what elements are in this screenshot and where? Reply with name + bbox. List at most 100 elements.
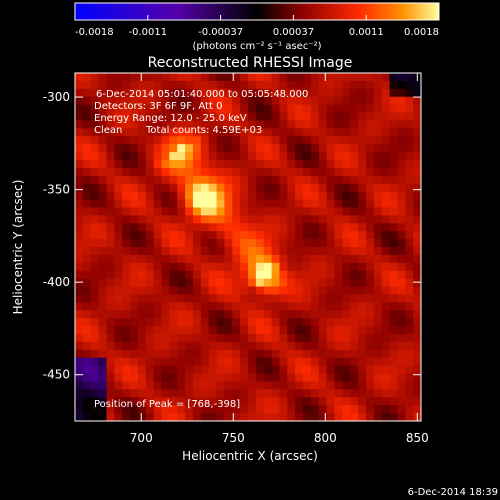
heatmap-cell bbox=[130, 365, 139, 375]
heatmap-cell bbox=[177, 191, 186, 201]
heatmap-cell bbox=[303, 160, 312, 169]
heatmap-cell bbox=[130, 373, 139, 383]
heatmap-cell bbox=[232, 334, 241, 343]
heatmap-cell bbox=[232, 413, 241, 421]
heatmap-cell bbox=[240, 175, 249, 185]
heatmap-cell bbox=[161, 286, 170, 296]
heatmap-cell bbox=[405, 167, 414, 177]
heatmap-cell bbox=[279, 413, 288, 421]
heatmap-cell bbox=[350, 207, 359, 216]
heatmap-cell bbox=[200, 294, 210, 303]
heatmap-cell bbox=[287, 302, 296, 311]
heatmap-cell bbox=[365, 357, 375, 367]
heatmap-cell bbox=[342, 112, 351, 122]
heatmap-cell bbox=[397, 254, 406, 264]
heatmap-cell bbox=[248, 278, 257, 288]
heatmap-cell bbox=[389, 215, 399, 224]
heatmap-cell bbox=[263, 286, 273, 296]
heatmap-cell bbox=[224, 326, 233, 335]
heatmap-cell bbox=[358, 167, 367, 177]
heatmap-cell bbox=[98, 231, 108, 240]
heatmap-cell bbox=[350, 341, 359, 351]
heatmap-cell bbox=[200, 270, 210, 280]
heatmap-cell bbox=[365, 397, 375, 406]
heatmap-cell bbox=[342, 357, 351, 367]
heatmap-cell bbox=[381, 80, 391, 90]
heatmap-cell bbox=[137, 397, 147, 406]
heatmap-cell bbox=[342, 302, 351, 311]
heatmap-cell bbox=[161, 413, 170, 421]
heatmap-cell bbox=[185, 167, 194, 177]
heatmap-cell bbox=[255, 310, 265, 319]
heatmap-cell bbox=[287, 80, 296, 90]
heatmap-cell bbox=[326, 247, 336, 256]
heatmap-cell bbox=[75, 373, 84, 383]
heatmap-cell bbox=[389, 136, 399, 145]
heatmap-cell bbox=[295, 365, 304, 375]
heatmap-cell bbox=[271, 215, 281, 224]
heatmap-cell bbox=[358, 199, 367, 209]
heatmap-cell bbox=[365, 191, 375, 201]
heatmap-cell bbox=[98, 334, 108, 343]
heatmap-cell bbox=[153, 341, 163, 351]
heatmap-cell bbox=[334, 167, 343, 177]
heatmap-cell bbox=[310, 183, 320, 193]
heatmap-cell bbox=[216, 104, 226, 114]
heatmap-cell bbox=[114, 160, 123, 169]
heatmap-cell bbox=[185, 318, 194, 327]
heatmap-cell bbox=[122, 373, 131, 383]
heatmap-cell bbox=[279, 160, 288, 169]
heatmap-cell bbox=[365, 183, 375, 193]
heatmap-cell bbox=[177, 223, 186, 232]
heatmap-cell bbox=[145, 341, 155, 351]
heatmap-cell bbox=[137, 128, 147, 137]
heatmap-cell bbox=[373, 373, 383, 383]
heatmap-cell bbox=[310, 405, 320, 414]
heatmap-cell bbox=[342, 183, 351, 193]
heatmap-cell bbox=[358, 223, 367, 232]
heatmap-cell bbox=[413, 104, 421, 114]
heatmap-cell bbox=[334, 223, 343, 232]
heatmap-cell bbox=[75, 215, 84, 224]
heatmap-cell bbox=[263, 104, 273, 114]
heatmap-cell bbox=[130, 96, 139, 106]
heatmap-cell bbox=[310, 334, 320, 343]
heatmap-cell bbox=[82, 215, 92, 224]
heatmap-cell bbox=[106, 326, 115, 335]
heatmap-cell bbox=[255, 247, 265, 256]
heatmap-cell bbox=[130, 73, 139, 82]
heatmap-cell bbox=[334, 278, 343, 288]
heatmap-cell bbox=[137, 365, 147, 375]
heatmap-cell bbox=[318, 199, 328, 209]
heatmap-cell bbox=[240, 286, 249, 296]
heatmap-cell bbox=[358, 302, 367, 311]
heatmap-cell bbox=[373, 136, 383, 145]
heatmap-cell bbox=[255, 341, 265, 351]
heatmap-cell bbox=[350, 199, 359, 209]
heatmap-cell bbox=[310, 207, 320, 216]
heatmap-cell bbox=[169, 88, 178, 98]
heatmap-cell bbox=[137, 88, 147, 98]
heatmap-cell bbox=[271, 128, 281, 137]
heatmap-cell bbox=[130, 128, 139, 137]
heatmap-cell bbox=[310, 381, 320, 390]
heatmap-cell bbox=[200, 88, 210, 98]
heatmap-cell bbox=[373, 334, 383, 343]
heatmap-cell bbox=[200, 191, 210, 201]
heatmap-cell bbox=[208, 349, 218, 359]
heatmap-cell bbox=[114, 183, 123, 193]
heatmap-cell bbox=[98, 112, 108, 122]
heatmap-cell bbox=[342, 286, 351, 296]
heatmap-cell bbox=[114, 207, 123, 216]
heatmap-cell bbox=[192, 96, 202, 106]
heatmap-cell bbox=[295, 136, 304, 145]
heatmap-cell bbox=[122, 104, 131, 114]
heatmap-cell bbox=[106, 207, 115, 216]
heatmap-cell bbox=[255, 270, 265, 280]
heatmap-cell bbox=[216, 310, 226, 319]
heatmap-cell bbox=[255, 286, 265, 296]
heatmap-cell bbox=[232, 357, 241, 367]
heatmap-cell bbox=[279, 389, 288, 398]
heatmap-cell bbox=[82, 183, 92, 193]
heatmap-cell bbox=[169, 144, 178, 153]
